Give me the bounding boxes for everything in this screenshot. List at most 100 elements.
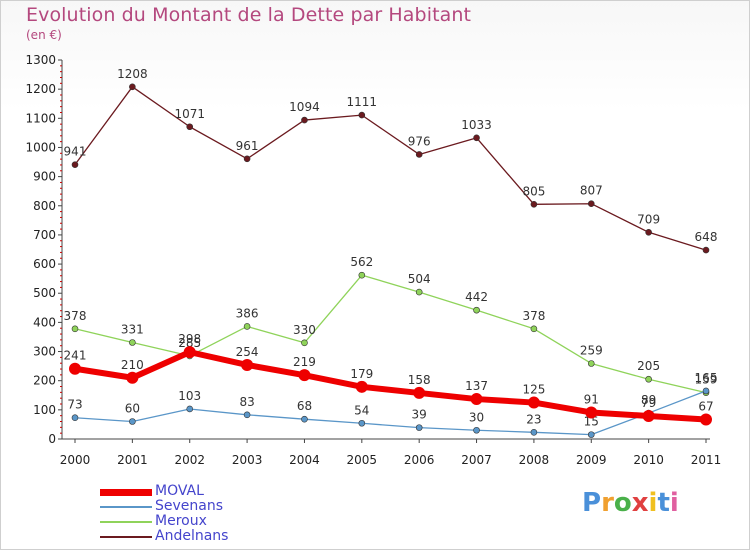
y-tick-label: 1000 <box>25 140 56 154</box>
data-point <box>530 428 538 436</box>
data-label: 179 <box>350 367 373 381</box>
x-tick-label: 2009 <box>576 453 607 467</box>
logo-letter: x <box>631 488 649 518</box>
logo-letter: P <box>582 488 602 518</box>
data-label: 219 <box>293 355 316 369</box>
data-label: 91 <box>584 392 599 406</box>
data-point <box>69 362 81 375</box>
data-label: 60 <box>125 402 140 416</box>
data-point <box>530 201 538 208</box>
y-tick-label: 100 <box>33 403 56 417</box>
legend-label: MOVAL <box>155 483 204 499</box>
data-point <box>243 323 251 330</box>
x-tick-label: 2004 <box>289 453 320 467</box>
data-label: 23 <box>526 412 541 426</box>
data-point <box>243 411 251 419</box>
data-point <box>71 325 79 333</box>
data-label: 386 <box>236 306 259 320</box>
data-point <box>241 358 254 371</box>
data-point <box>700 413 712 426</box>
x-tick-label: 2001 <box>117 453 148 467</box>
legend-label: Sevenans <box>155 498 224 514</box>
chart-subtitle: (en €) <box>26 28 62 42</box>
x-tick-label: 2005 <box>347 453 378 467</box>
data-point <box>530 325 538 333</box>
data-point <box>129 83 136 91</box>
data-point <box>645 375 652 383</box>
series-line-moval <box>72 349 709 423</box>
data-label: 73 <box>67 398 82 412</box>
data-point <box>358 419 366 427</box>
x-tick-label: 2008 <box>519 453 550 467</box>
data-point <box>642 409 655 422</box>
legend-swatch <box>100 506 152 508</box>
data-point <box>587 431 595 438</box>
x-tick-label: 2003 <box>232 453 263 467</box>
data-point <box>702 246 710 254</box>
data-point <box>186 123 194 131</box>
logo-letter: r <box>601 488 614 518</box>
data-point <box>301 116 308 124</box>
data-point <box>527 396 540 409</box>
data-point <box>702 387 710 395</box>
data-label: 1094 <box>289 100 320 114</box>
legend-swatch <box>100 536 152 538</box>
data-point <box>243 155 251 163</box>
data-label: 1111 <box>347 95 378 109</box>
x-tick-label: 2002 <box>174 453 205 467</box>
legend-swatch <box>100 521 152 523</box>
data-label: 1208 <box>117 67 148 81</box>
data-label: 125 <box>522 383 545 397</box>
x-tick-label: 2011 <box>691 453 722 467</box>
data-label: 158 <box>408 373 431 387</box>
data-point <box>473 426 480 434</box>
data-label: 331 <box>121 323 144 337</box>
data-point <box>355 380 368 393</box>
data-label: 54 <box>354 403 369 417</box>
data-label: 562 <box>350 255 373 269</box>
data-point <box>473 306 480 314</box>
data-label: 1033 <box>461 118 492 132</box>
series-line-sevenans <box>74 390 707 436</box>
data-point <box>470 393 483 406</box>
y-tick-label: 200 <box>33 374 56 388</box>
data-point <box>301 415 308 423</box>
logo-letter: o <box>613 488 632 518</box>
logo-letter: i <box>648 488 658 518</box>
proxiti-logo: Proxiti <box>582 488 679 518</box>
data-label: 805 <box>522 184 545 198</box>
series-line-meroux <box>74 274 707 394</box>
data-point <box>473 134 480 142</box>
y-tick-label: 1300 <box>25 53 56 67</box>
y-tick-label: 1100 <box>25 111 56 125</box>
data-label: 941 <box>64 145 87 159</box>
data-label: 709 <box>637 212 660 226</box>
data-label: 807 <box>580 184 603 198</box>
data-label: 298 <box>178 332 201 346</box>
legend-swatch <box>100 489 152 496</box>
data-label: 254 <box>236 345 259 359</box>
x-tick-label: 2000 <box>60 453 91 467</box>
data-point <box>186 405 194 413</box>
data-point <box>358 111 366 119</box>
data-label: 30 <box>469 410 484 424</box>
data-label: 83 <box>239 395 254 409</box>
data-point <box>71 161 79 168</box>
data-point <box>415 424 423 431</box>
data-point <box>129 418 136 425</box>
data-point <box>645 228 652 236</box>
chart-title: Evolution du Montant de la Dette par Hab… <box>26 4 472 26</box>
data-point <box>298 369 311 382</box>
data-label: 205 <box>637 359 660 373</box>
x-tick-label: 2010 <box>633 453 664 467</box>
data-point <box>415 151 423 158</box>
y-tick-label: 500 <box>33 286 56 300</box>
data-label: 39 <box>412 408 427 422</box>
data-point <box>183 346 196 359</box>
data-label: 285 <box>178 336 201 350</box>
data-label: 67 <box>698 399 713 413</box>
data-point <box>587 200 595 208</box>
data-label: 976 <box>408 134 431 148</box>
